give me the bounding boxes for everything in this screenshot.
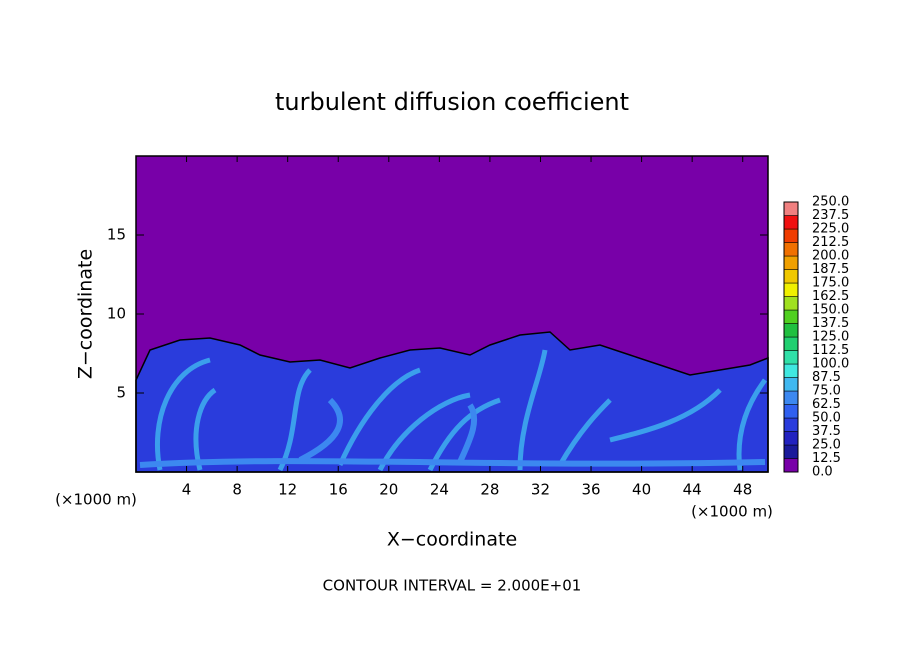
colorbar-label: 212.5 [812, 235, 849, 250]
x-tick-label: 4 [182, 481, 192, 499]
colorbar-label: 12.5 [812, 451, 841, 466]
colorbar-swatch [783, 228, 799, 243]
x-tick-label: 40 [632, 481, 651, 499]
x-tick-label: 16 [329, 481, 348, 499]
colorbar-label: 100.0 [812, 357, 849, 372]
x-tick-label: 48 [733, 481, 752, 499]
colorbar-swatch [783, 404, 799, 419]
colorbar-swatch [783, 323, 799, 338]
colorbar-swatch [783, 242, 799, 257]
colorbar-label: 37.5 [812, 424, 841, 439]
colorbar-label: 162.5 [812, 289, 849, 304]
colorbar-swatch [783, 458, 799, 473]
colorbar-swatch [783, 282, 799, 297]
colorbar-swatch [783, 431, 799, 446]
colorbar-swatch [783, 269, 799, 284]
x-unit: (×1000 m) [691, 503, 773, 521]
colorbar-label: 237.5 [812, 208, 849, 223]
colorbar-swatch [783, 444, 799, 459]
x-tick-label: 8 [232, 481, 242, 499]
colorbar-label: 187.5 [812, 262, 849, 277]
colorbar-swatch [783, 336, 799, 351]
x-tick-label: 12 [278, 481, 297, 499]
colorbar-label: 125.0 [812, 330, 849, 345]
colorbar-label: 225.0 [812, 222, 849, 237]
colorbar-label: 112.5 [812, 343, 849, 358]
colorbar-label: 75.0 [812, 384, 841, 399]
colorbar-label: 87.5 [812, 370, 841, 385]
colorbar-swatch [783, 350, 799, 365]
colorbar-label: 200.0 [812, 249, 849, 264]
colorbar-label: 250.0 [812, 195, 849, 210]
x-tick-label: 28 [480, 481, 499, 499]
colorbar-swatch [783, 377, 799, 392]
y-axis-label: Z−coordinate [75, 249, 97, 379]
colorbar-swatch [783, 296, 799, 311]
x-tick-label: 24 [430, 481, 449, 499]
colorbar-label: 50.0 [812, 411, 841, 426]
colorbar-label: 25.0 [812, 438, 841, 453]
field-streak [139, 397, 766, 468]
y-tick-label: 5 [116, 384, 126, 402]
colorbar-label: 175.0 [812, 276, 849, 291]
colorbar-swatch [783, 390, 799, 405]
colorbar-swatch [783, 201, 799, 216]
colorbar-label: 0.0 [812, 465, 833, 480]
chart-title: turbulent diffusion coefficient [275, 88, 629, 116]
x-axis-label: X−coordinate [387, 529, 517, 551]
y-unit: (×1000 m) [55, 491, 137, 509]
colorbar-label: 62.5 [812, 397, 841, 412]
colorbar-swatch [783, 309, 799, 324]
colorbar-label: 150.0 [812, 303, 849, 318]
field-streak [154, 349, 768, 472]
y-tick-label: 15 [107, 226, 126, 244]
y-tick-label: 10 [107, 305, 126, 323]
x-tick-label: 20 [379, 481, 398, 499]
colorbar-swatch [783, 363, 799, 378]
footnote: CONTOUR INTERVAL = 2.000E+01 [323, 577, 582, 595]
colorbar-label: 137.5 [812, 316, 849, 331]
colorbar-swatch [783, 255, 799, 270]
field [135, 156, 769, 473]
x-tick-label: 36 [581, 481, 600, 499]
x-tick-label: 44 [683, 481, 702, 499]
colorbar-swatch [783, 215, 799, 230]
colorbar-swatch [783, 417, 799, 432]
x-tick-label: 32 [531, 481, 550, 499]
colorbar-frame [783, 201, 799, 473]
